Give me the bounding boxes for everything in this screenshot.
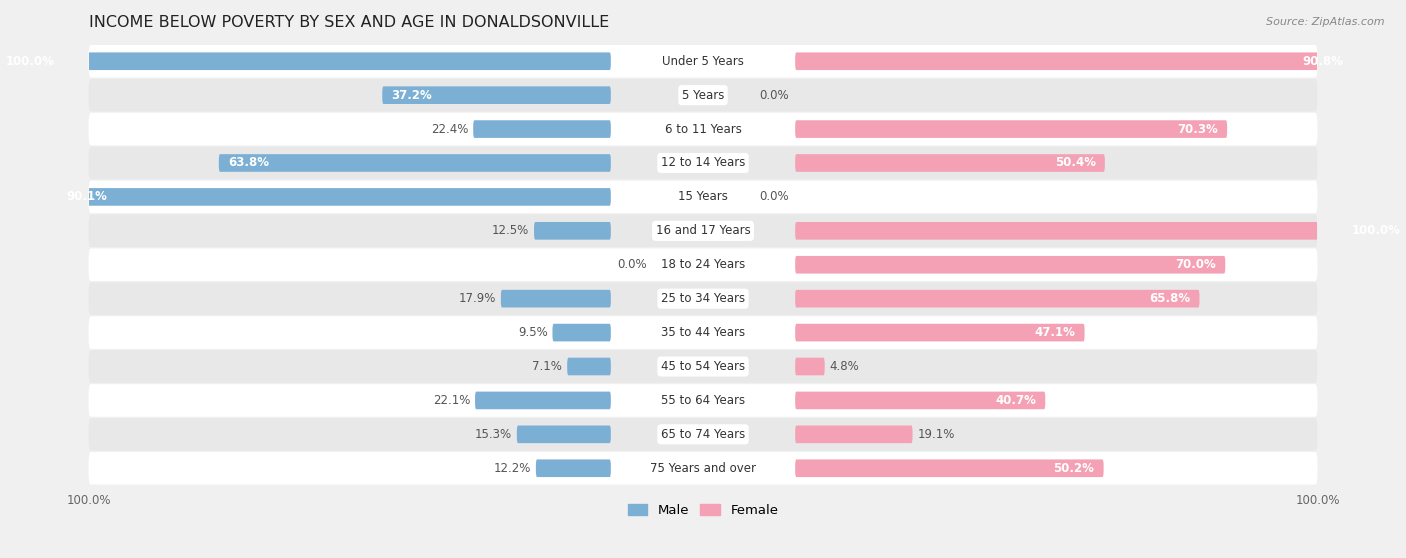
FancyBboxPatch shape bbox=[89, 147, 1317, 179]
FancyBboxPatch shape bbox=[382, 86, 610, 104]
FancyBboxPatch shape bbox=[796, 256, 1225, 273]
FancyBboxPatch shape bbox=[89, 282, 1317, 315]
Text: 65.8%: 65.8% bbox=[1149, 292, 1191, 305]
FancyBboxPatch shape bbox=[796, 358, 825, 376]
Text: 25 to 34 Years: 25 to 34 Years bbox=[661, 292, 745, 305]
FancyBboxPatch shape bbox=[475, 392, 610, 409]
Text: 22.4%: 22.4% bbox=[430, 123, 468, 136]
Text: 100.0%: 100.0% bbox=[6, 55, 55, 68]
FancyBboxPatch shape bbox=[89, 452, 1317, 484]
Text: 47.1%: 47.1% bbox=[1035, 326, 1076, 339]
FancyBboxPatch shape bbox=[58, 188, 610, 206]
Text: 0.0%: 0.0% bbox=[759, 190, 789, 204]
FancyBboxPatch shape bbox=[536, 459, 610, 477]
FancyBboxPatch shape bbox=[796, 290, 1199, 307]
Text: 12 to 14 Years: 12 to 14 Years bbox=[661, 156, 745, 170]
FancyBboxPatch shape bbox=[501, 290, 610, 307]
Text: 50.4%: 50.4% bbox=[1054, 156, 1095, 170]
FancyBboxPatch shape bbox=[0, 52, 610, 70]
Text: 70.3%: 70.3% bbox=[1177, 123, 1218, 136]
FancyBboxPatch shape bbox=[89, 418, 1317, 451]
Text: 7.1%: 7.1% bbox=[533, 360, 562, 373]
FancyBboxPatch shape bbox=[796, 459, 1104, 477]
FancyBboxPatch shape bbox=[219, 154, 610, 172]
Text: 70.0%: 70.0% bbox=[1175, 258, 1216, 271]
Text: 50.2%: 50.2% bbox=[1053, 462, 1094, 475]
Text: 12.2%: 12.2% bbox=[494, 462, 531, 475]
Text: 17.9%: 17.9% bbox=[458, 292, 496, 305]
Text: 5 Years: 5 Years bbox=[682, 89, 724, 102]
Text: 65 to 74 Years: 65 to 74 Years bbox=[661, 428, 745, 441]
Legend: Male, Female: Male, Female bbox=[623, 498, 783, 522]
Text: 90.1%: 90.1% bbox=[66, 190, 107, 204]
Text: Under 5 Years: Under 5 Years bbox=[662, 55, 744, 68]
Text: Source: ZipAtlas.com: Source: ZipAtlas.com bbox=[1267, 17, 1385, 27]
Text: 0.0%: 0.0% bbox=[759, 89, 789, 102]
FancyBboxPatch shape bbox=[89, 214, 1317, 247]
Text: 45 to 54 Years: 45 to 54 Years bbox=[661, 360, 745, 373]
FancyBboxPatch shape bbox=[796, 154, 1105, 172]
FancyBboxPatch shape bbox=[567, 358, 610, 376]
FancyBboxPatch shape bbox=[89, 316, 1317, 349]
Text: 16 and 17 Years: 16 and 17 Years bbox=[655, 224, 751, 237]
FancyBboxPatch shape bbox=[89, 79, 1317, 112]
FancyBboxPatch shape bbox=[796, 392, 1045, 409]
Text: 15.3%: 15.3% bbox=[475, 428, 512, 441]
FancyBboxPatch shape bbox=[89, 248, 1317, 281]
Text: 90.8%: 90.8% bbox=[1303, 55, 1344, 68]
Text: 6 to 11 Years: 6 to 11 Years bbox=[665, 123, 741, 136]
FancyBboxPatch shape bbox=[553, 324, 610, 341]
Text: 75 Years and over: 75 Years and over bbox=[650, 462, 756, 475]
Text: 35 to 44 Years: 35 to 44 Years bbox=[661, 326, 745, 339]
Text: INCOME BELOW POVERTY BY SEX AND AGE IN DONALDSONVILLE: INCOME BELOW POVERTY BY SEX AND AGE IN D… bbox=[89, 15, 609, 30]
FancyBboxPatch shape bbox=[89, 45, 1317, 78]
Text: 9.5%: 9.5% bbox=[517, 326, 547, 339]
Text: 18 to 24 Years: 18 to 24 Years bbox=[661, 258, 745, 271]
FancyBboxPatch shape bbox=[89, 384, 1317, 417]
Text: 4.8%: 4.8% bbox=[830, 360, 859, 373]
FancyBboxPatch shape bbox=[796, 121, 1227, 138]
FancyBboxPatch shape bbox=[89, 181, 1317, 213]
FancyBboxPatch shape bbox=[534, 222, 610, 239]
Text: 19.1%: 19.1% bbox=[918, 428, 955, 441]
FancyBboxPatch shape bbox=[796, 222, 1406, 239]
FancyBboxPatch shape bbox=[474, 121, 610, 138]
FancyBboxPatch shape bbox=[796, 324, 1084, 341]
Text: 0.0%: 0.0% bbox=[617, 258, 647, 271]
FancyBboxPatch shape bbox=[796, 52, 1353, 70]
Text: 100.0%: 100.0% bbox=[1351, 224, 1400, 237]
Text: 22.1%: 22.1% bbox=[433, 394, 470, 407]
Text: 12.5%: 12.5% bbox=[492, 224, 529, 237]
Text: 37.2%: 37.2% bbox=[391, 89, 432, 102]
Text: 55 to 64 Years: 55 to 64 Years bbox=[661, 394, 745, 407]
FancyBboxPatch shape bbox=[89, 350, 1317, 383]
Text: 63.8%: 63.8% bbox=[228, 156, 269, 170]
FancyBboxPatch shape bbox=[796, 426, 912, 443]
FancyBboxPatch shape bbox=[89, 113, 1317, 145]
Text: 15 Years: 15 Years bbox=[678, 190, 728, 204]
FancyBboxPatch shape bbox=[517, 426, 610, 443]
Text: 40.7%: 40.7% bbox=[995, 394, 1036, 407]
